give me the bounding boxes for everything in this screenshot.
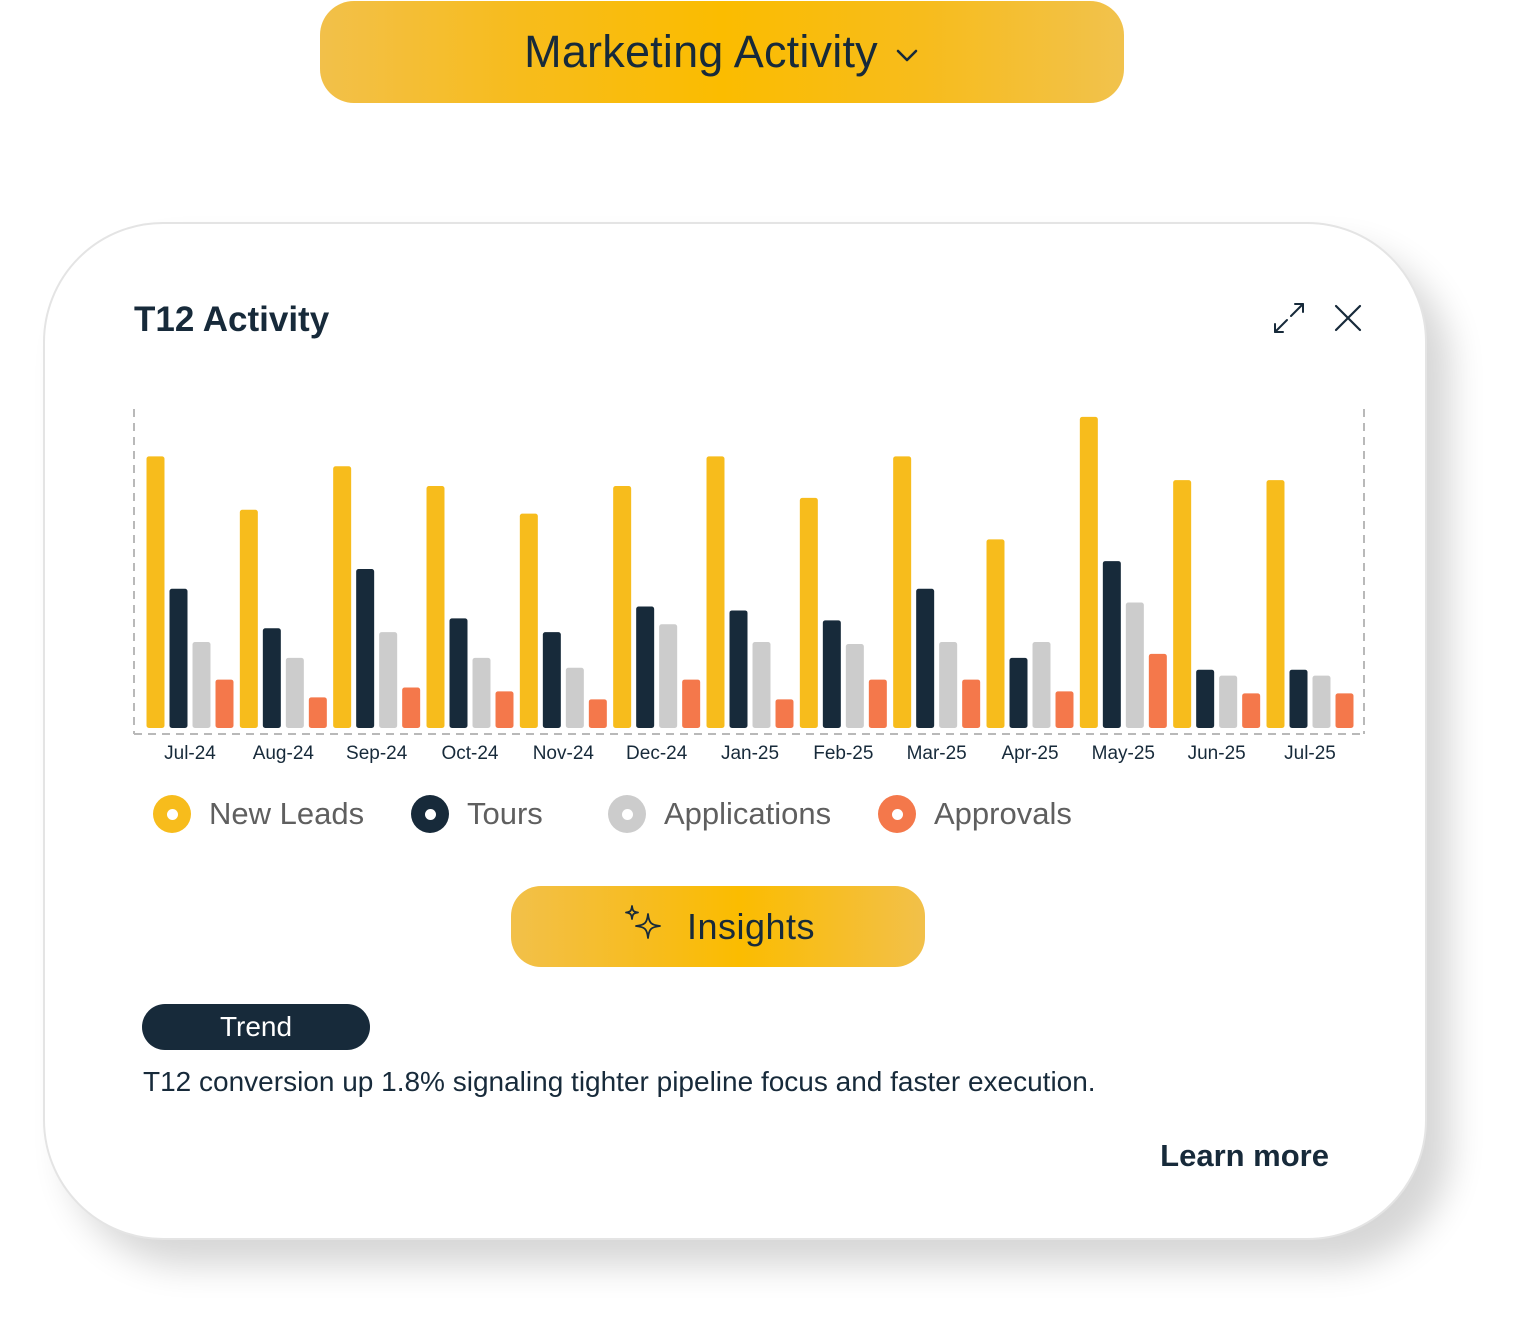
sparkle-icon [625, 904, 661, 939]
bar-tours-aug-24 [262, 628, 281, 728]
insights-label: Insights [686, 905, 816, 947]
card-title: T12 Activity [134, 300, 330, 339]
bar-tours-jul-24 [169, 588, 188, 728]
chevron-down-icon [896, 49, 918, 62]
bar-applications-dec-24 [659, 624, 678, 728]
bar-approvals-feb-25 [868, 679, 887, 728]
x-tick-label: Jun-25 [1188, 743, 1246, 764]
bar-new-leads-dec-24 [613, 486, 632, 728]
x-tick-label: Jan-25 [721, 743, 779, 764]
bar-applications-jun-25 [1219, 675, 1238, 728]
bar-new-leads-jul-24 [146, 456, 165, 728]
bar-new-leads-oct-24 [426, 486, 445, 728]
bar-approvals-jun-25 [1242, 693, 1261, 728]
bar-applications-may-25 [1125, 602, 1144, 728]
x-tick-label: Feb-25 [813, 743, 873, 764]
bar-applications-nov-24 [565, 667, 584, 728]
expand-icon[interactable] [1269, 298, 1309, 338]
x-tick-label: Oct-24 [441, 743, 498, 764]
bar-new-leads-jan-25 [706, 456, 725, 728]
insight-text: T12 conversion up 1.8% signaling tighter… [143, 1066, 1096, 1097]
x-tick-label: May-25 [1092, 743, 1155, 764]
bar-new-leads-feb-25 [799, 497, 818, 728]
bar-applications-jul-25 [1312, 675, 1331, 728]
legend-item-approvals: Approvals [878, 784, 1072, 844]
bar-tours-may-25 [1102, 561, 1121, 728]
bar-tours-jan-25 [729, 610, 748, 728]
bar-approvals-jan-25 [775, 699, 794, 728]
legend-swatch [878, 795, 916, 833]
bar-approvals-mar-25 [962, 679, 981, 728]
bar-applications-mar-25 [939, 642, 958, 728]
legend-label: Tours [467, 796, 543, 831]
bar-approvals-jul-25 [1335, 693, 1354, 728]
bar-applications-oct-24 [472, 657, 491, 728]
bar-approvals-dec-24 [682, 679, 701, 728]
bar-new-leads-may-25 [1079, 416, 1098, 728]
bar-new-leads-apr-25 [986, 539, 1005, 728]
bar-tours-jul-25 [1289, 669, 1308, 728]
bar-tours-apr-25 [1009, 657, 1028, 728]
bar-new-leads-nov-24 [519, 513, 538, 728]
bar-approvals-aug-24 [308, 697, 327, 728]
legend-swatch [608, 795, 646, 833]
bar-approvals-apr-25 [1055, 691, 1074, 728]
bar-approvals-may-25 [1148, 653, 1167, 728]
x-tick-label: Aug-24 [253, 743, 315, 764]
bar-applications-jan-25 [752, 642, 771, 728]
bar-new-leads-aug-24 [239, 509, 258, 728]
bar-approvals-jul-24 [215, 679, 234, 728]
legend-label: New Leads [209, 796, 365, 831]
bar-tours-feb-25 [822, 620, 841, 728]
bar-approvals-nov-24 [588, 699, 607, 728]
x-tick-label: Jul-25 [1284, 743, 1336, 764]
x-tick-label: Nov-24 [533, 743, 595, 764]
bar-new-leads-mar-25 [893, 456, 912, 728]
bar-applications-aug-24 [285, 657, 304, 728]
bar-new-leads-sep-24 [333, 466, 352, 728]
x-tick-label: Apr-25 [1001, 743, 1058, 764]
x-tick-label: Mar-25 [907, 743, 967, 764]
bar-applications-feb-25 [845, 644, 864, 728]
bar-approvals-sep-24 [402, 687, 421, 728]
bar-tours-sep-24 [356, 568, 375, 728]
legend-label: Approvals [934, 796, 1072, 831]
bar-applications-sep-24 [379, 632, 398, 728]
legend-swatch [153, 795, 191, 833]
close-icon[interactable] [1328, 298, 1368, 338]
bar-approvals-oct-24 [495, 691, 514, 728]
bar-tours-dec-24 [636, 606, 655, 728]
bar-chart: Jul-24 Aug-24 Sep-24 Oct-24 Nov-24 Dec-24 Jan-… [133, 409, 1365, 764]
bar-applications-jul-24 [192, 642, 211, 728]
x-tick-label: Dec-24 [626, 743, 688, 764]
learn-more-link[interactable]: Learn more [1160, 1138, 1329, 1173]
bar-applications-apr-25 [1032, 642, 1051, 728]
bar-tours-jun-25 [1196, 669, 1215, 728]
bar-new-leads-jul-25 [1266, 480, 1285, 728]
legend-item-new-leads: New Leads [153, 784, 364, 844]
x-tick-label: Sep-24 [346, 743, 408, 764]
legend-swatch [411, 795, 449, 833]
marketing-activity-dropdown[interactable]: Marketing Activity [320, 1, 1124, 103]
legend-item-applications: Applications [608, 784, 831, 844]
bar-tours-oct-24 [449, 618, 468, 728]
legend-label: Applications [664, 796, 832, 831]
bar-tours-nov-24 [542, 632, 561, 728]
trend-badge: Trend [142, 1004, 370, 1050]
x-tick-label: Jul-24 [164, 743, 216, 764]
dropdown-label: Marketing Activity [524, 26, 878, 77]
bar-tours-mar-25 [916, 588, 935, 728]
t12-activity-card: T12 Activity Jul-24 Aug-24 Sep-24 Oct-24 Nov… [43, 222, 1427, 1240]
legend-item-tours: Tours [411, 784, 543, 844]
bar-new-leads-jun-25 [1173, 480, 1192, 728]
insights-button[interactable]: Insights [511, 886, 925, 967]
